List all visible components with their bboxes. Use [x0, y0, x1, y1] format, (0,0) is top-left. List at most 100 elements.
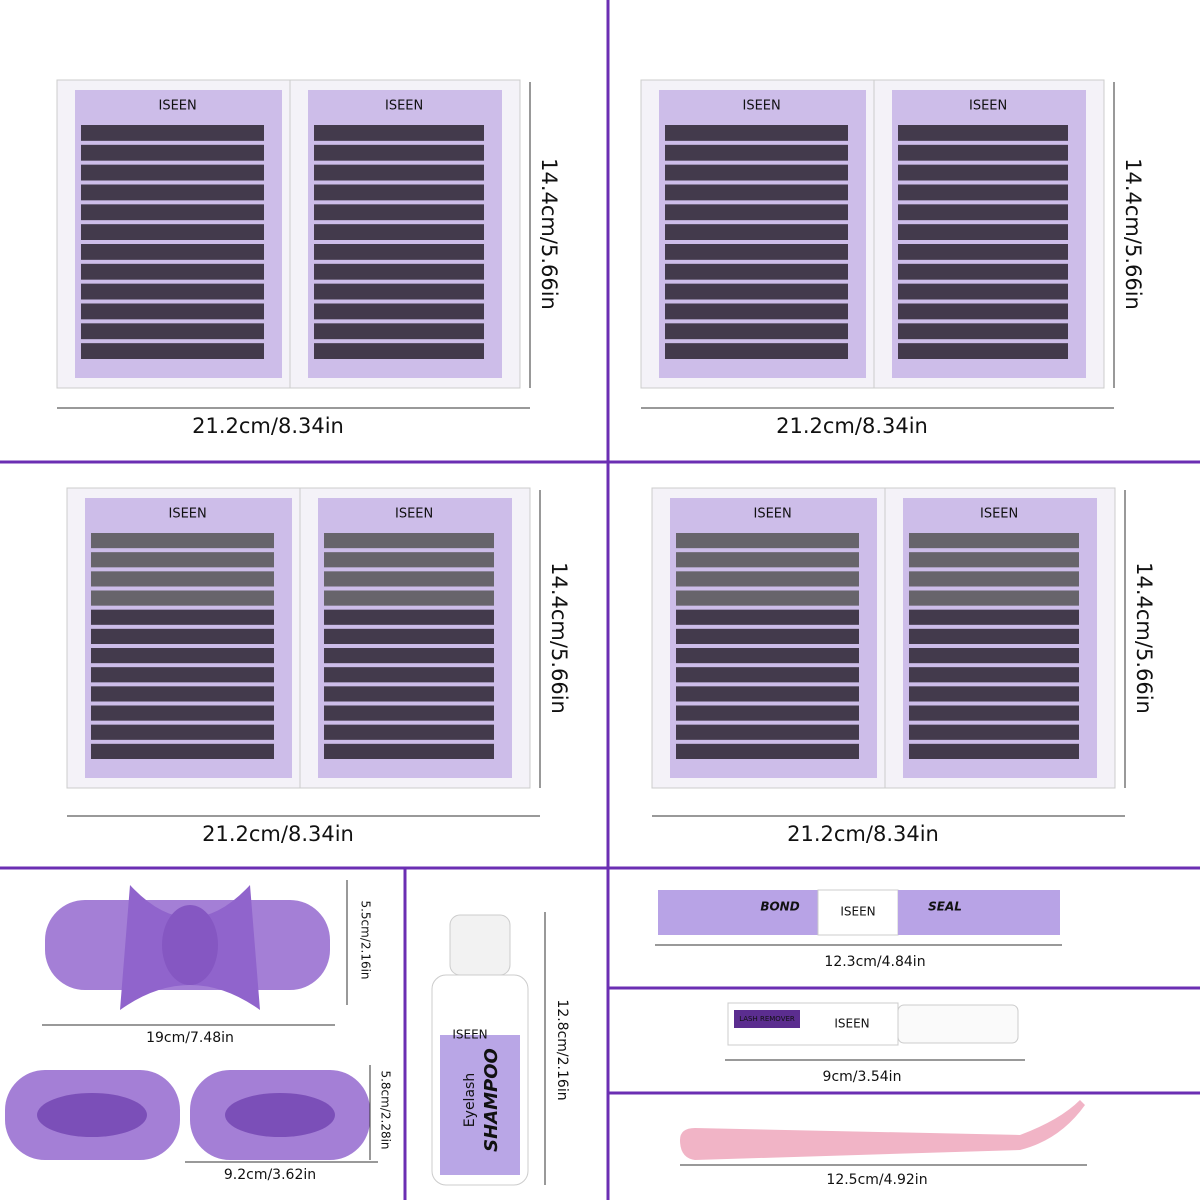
lash-row	[676, 590, 859, 606]
lash-row	[898, 263, 1068, 280]
lash-row	[898, 283, 1068, 300]
lash-row	[324, 648, 494, 664]
brand: ISEEN	[754, 507, 792, 522]
lash-row	[909, 743, 1079, 759]
lash-row	[91, 724, 274, 740]
lash-row	[898, 184, 1068, 201]
dimension-label: 12.3cm/4.84in	[824, 954, 925, 970]
lash-row	[909, 648, 1079, 664]
lash-row	[81, 283, 264, 300]
dimension-label: 14.4cm/5.66in	[537, 158, 561, 310]
lash-row	[898, 164, 1068, 181]
lash-row	[665, 303, 848, 320]
lash-row	[676, 667, 859, 683]
lash-row	[676, 705, 859, 721]
dimension-label: 5.8cm/2.28in	[379, 1070, 393, 1149]
tweezers	[680, 1100, 1085, 1160]
product-text: SHAMPOO	[481, 1048, 502, 1152]
lash-row	[665, 283, 848, 300]
dimension-label: 9cm/3.54in	[823, 1069, 902, 1085]
wristbands	[5, 1070, 370, 1160]
lash-row	[898, 323, 1068, 340]
lash-row	[81, 204, 264, 221]
dimension-label: 21.2cm/8.34in	[192, 414, 344, 438]
lash-row	[676, 533, 859, 549]
dimension-label: 14.4cm/5.66in	[1132, 562, 1156, 714]
lash-row	[909, 686, 1079, 702]
lash-row	[676, 724, 859, 740]
dimension-label: 12.5cm/4.92in	[826, 1172, 927, 1188]
dimension-label: 5.5cm/2.16in	[359, 900, 373, 979]
lash-row	[898, 125, 1068, 141]
lash-row	[91, 667, 274, 683]
lash-row	[91, 648, 274, 664]
lash-remover: LASH REMOVER ISEEN	[727, 1002, 1019, 1046]
lash-row	[665, 164, 848, 181]
lash-row	[81, 184, 264, 201]
lash-row	[676, 743, 859, 759]
lash-row	[909, 724, 1079, 740]
lash-row	[909, 609, 1079, 625]
lash-row	[676, 552, 859, 568]
lash-row	[91, 533, 274, 549]
brand: ISEEN	[834, 1017, 869, 1031]
lash-row	[665, 144, 848, 161]
lash-row	[314, 244, 484, 260]
dimension-label: 9.2cm/3.62in	[224, 1167, 316, 1183]
lash-row	[909, 705, 1079, 721]
lash-row	[324, 686, 494, 702]
lash-panel: ISEEN ISEEN 21.2cm/8.34in 14.4cm/5.66in	[640, 79, 1145, 438]
shampoo-bottle: ISEEN Eyelash SHAMPOO	[431, 914, 529, 1186]
lash-row	[676, 628, 859, 644]
bond-seal-tube: BOND ISEEN SEAL	[658, 889, 1060, 936]
lash-row	[81, 224, 264, 240]
lash-row	[676, 609, 859, 625]
lash-row	[314, 303, 484, 320]
lash-row	[81, 164, 264, 181]
lash-row	[324, 533, 494, 549]
brand: ISEEN	[385, 99, 423, 114]
lash-panel: ISEEN ISEEN 21.2cm/8.34in 14.4cm/5.66in	[56, 79, 561, 438]
dimension-label: 14.4cm/5.66in	[547, 562, 571, 714]
lash-row	[676, 571, 859, 587]
dimension-label: 19cm/7.48in	[146, 1030, 234, 1046]
brand: ISEEN	[159, 99, 197, 114]
lash-row	[91, 743, 274, 759]
brand: ISEEN	[452, 1028, 487, 1042]
lash-row	[898, 244, 1068, 260]
lash-row	[665, 244, 848, 260]
lash-row	[676, 686, 859, 702]
headband	[45, 885, 330, 1010]
dimension-label: 21.2cm/8.34in	[787, 822, 939, 846]
lash-row	[81, 303, 264, 320]
lash-row	[81, 125, 264, 141]
lash-row	[314, 184, 484, 201]
lash-row	[324, 552, 494, 568]
lash-row	[324, 743, 494, 759]
lash-row	[909, 667, 1079, 683]
lash-row	[909, 590, 1079, 606]
lash-row	[898, 204, 1068, 221]
lash-row	[91, 628, 274, 644]
lash-row	[898, 144, 1068, 161]
lash-row	[91, 571, 274, 587]
lash-row	[91, 609, 274, 625]
brand: ISEEN	[980, 507, 1018, 522]
brand: ISEEN	[169, 507, 207, 522]
lash-row	[324, 628, 494, 644]
lash-row	[314, 283, 484, 300]
lash-row	[665, 323, 848, 340]
lash-row	[314, 323, 484, 340]
dimension-label: 21.2cm/8.34in	[202, 822, 354, 846]
brand: ISEEN	[969, 99, 1007, 114]
product-text: Eyelash	[462, 1073, 478, 1127]
lash-row	[665, 125, 848, 141]
lash-row	[314, 164, 484, 181]
brand: ISEEN	[743, 99, 781, 114]
lash-row	[898, 343, 1068, 359]
lash-panel: ISEEN ISEEN 21.2cm/8.34in 14.4cm/5.66in	[651, 487, 1156, 846]
dimension-label: 12.8cm/2.16in	[554, 999, 570, 1100]
lash-row	[665, 343, 848, 359]
lash-row	[324, 609, 494, 625]
product-text: BOND	[760, 900, 799, 914]
